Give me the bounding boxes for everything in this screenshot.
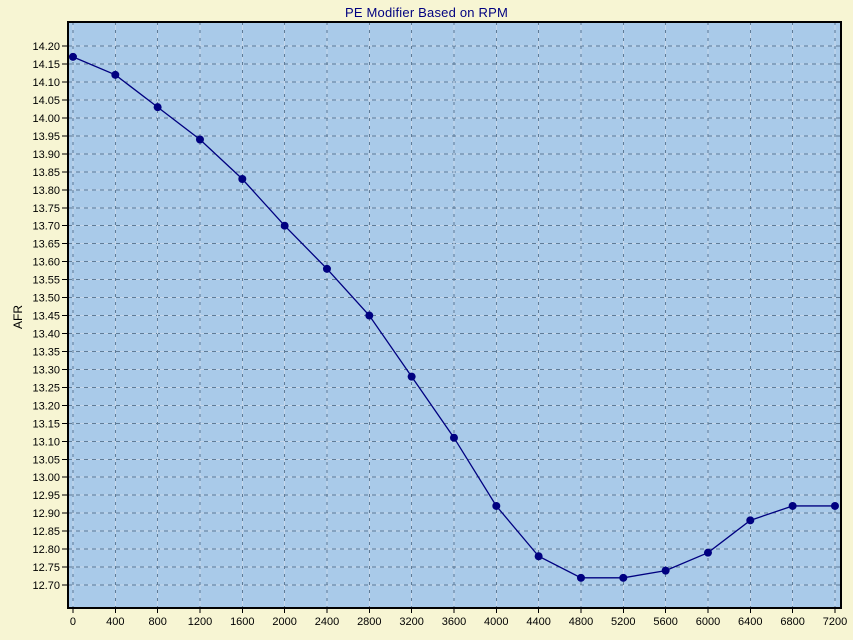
x-tick-label: 800: [148, 616, 166, 628]
x-tick-label: 4400: [526, 616, 550, 628]
y-tick-label: 12.80: [32, 544, 60, 556]
y-tick-label: 14.00: [32, 113, 60, 125]
x-tick-label: 4000: [484, 616, 508, 628]
y-tick-label: 13.60: [32, 257, 60, 269]
data-point-marker: [830, 501, 839, 510]
y-tick-label: 13.45: [32, 311, 60, 323]
y-tick-label: 14.05: [32, 95, 60, 107]
data-point-marker: [195, 135, 204, 144]
x-tick-label: 5600: [653, 616, 677, 628]
x-tick-label: 4800: [569, 616, 593, 628]
data-point-marker: [322, 264, 331, 273]
y-tick-label: 14.15: [32, 59, 60, 71]
y-tick-label: 13.70: [32, 221, 60, 233]
y-tick-label: 13.50: [32, 293, 60, 305]
y-tick-label: 13.30: [32, 364, 60, 376]
y-tick-label: 13.95: [32, 131, 60, 143]
y-tick-label: 12.85: [32, 526, 60, 538]
y-tick-label: 13.90: [32, 149, 60, 161]
data-point-marker: [788, 501, 797, 510]
y-tick-label: 14.20: [32, 41, 60, 53]
y-tick-label: 12.75: [32, 562, 60, 574]
y-tick-label: 13.85: [32, 167, 60, 179]
data-point-marker: [280, 221, 289, 230]
plot-border: [67, 21, 842, 609]
x-tick-label: 2800: [357, 616, 381, 628]
y-tick-label: 13.55: [32, 275, 60, 287]
data-point-marker: [703, 548, 712, 557]
data-point-marker: [661, 566, 670, 575]
data-point-marker: [492, 501, 501, 510]
y-tick-label: 12.90: [32, 508, 60, 520]
y-tick-label: 13.00: [32, 472, 60, 484]
y-tick-label: 13.40: [32, 329, 60, 341]
x-tick-label: 5200: [611, 616, 635, 628]
y-tick-label: 13.75: [32, 203, 60, 215]
x-tick-label: 6000: [696, 616, 720, 628]
y-tick-label: 13.15: [32, 418, 60, 430]
y-tick-label: 12.95: [32, 490, 60, 502]
plot-area: [68, 22, 841, 608]
x-tick-label: 2400: [315, 616, 339, 628]
y-tick-label: 13.25: [32, 382, 60, 394]
chart-title: PE Modifier Based on RPM: [344, 5, 509, 20]
y-tick-label: 13.20: [32, 400, 60, 412]
y-tick-label: 14.10: [32, 77, 60, 89]
x-tick-label: 3600: [442, 616, 466, 628]
x-tick-label: 400: [106, 616, 124, 628]
x-tick-label: 2000: [272, 616, 296, 628]
y-tick-label: 13.65: [32, 239, 60, 251]
y-tick-label: 13.80: [32, 185, 60, 197]
data-point-marker: [576, 573, 585, 582]
x-tick-label: 1200: [188, 616, 212, 628]
data-point-marker: [153, 103, 162, 112]
data-point-marker: [449, 433, 458, 442]
data-point-marker: [68, 52, 77, 61]
x-tick-label: 7200: [823, 616, 847, 628]
data-point-marker: [534, 552, 543, 561]
x-tick-label: 3200: [399, 616, 423, 628]
x-tick-label: 1600: [230, 616, 254, 628]
data-point-marker: [746, 516, 755, 525]
data-point-marker: [238, 175, 247, 184]
data-point-marker: [111, 70, 120, 79]
y-tick-label: 12.70: [32, 580, 60, 592]
y-tick-label: 13.05: [32, 454, 60, 466]
data-point-marker: [365, 311, 374, 320]
data-point-marker: [407, 372, 416, 381]
x-tick-label: 6400: [738, 616, 762, 628]
x-tick-label: 6800: [780, 616, 804, 628]
y-tick-label: 13.10: [32, 436, 60, 448]
data-point-marker: [619, 573, 628, 582]
x-tick-label: 0: [70, 616, 76, 628]
y-tick-label: 13.35: [32, 346, 60, 358]
